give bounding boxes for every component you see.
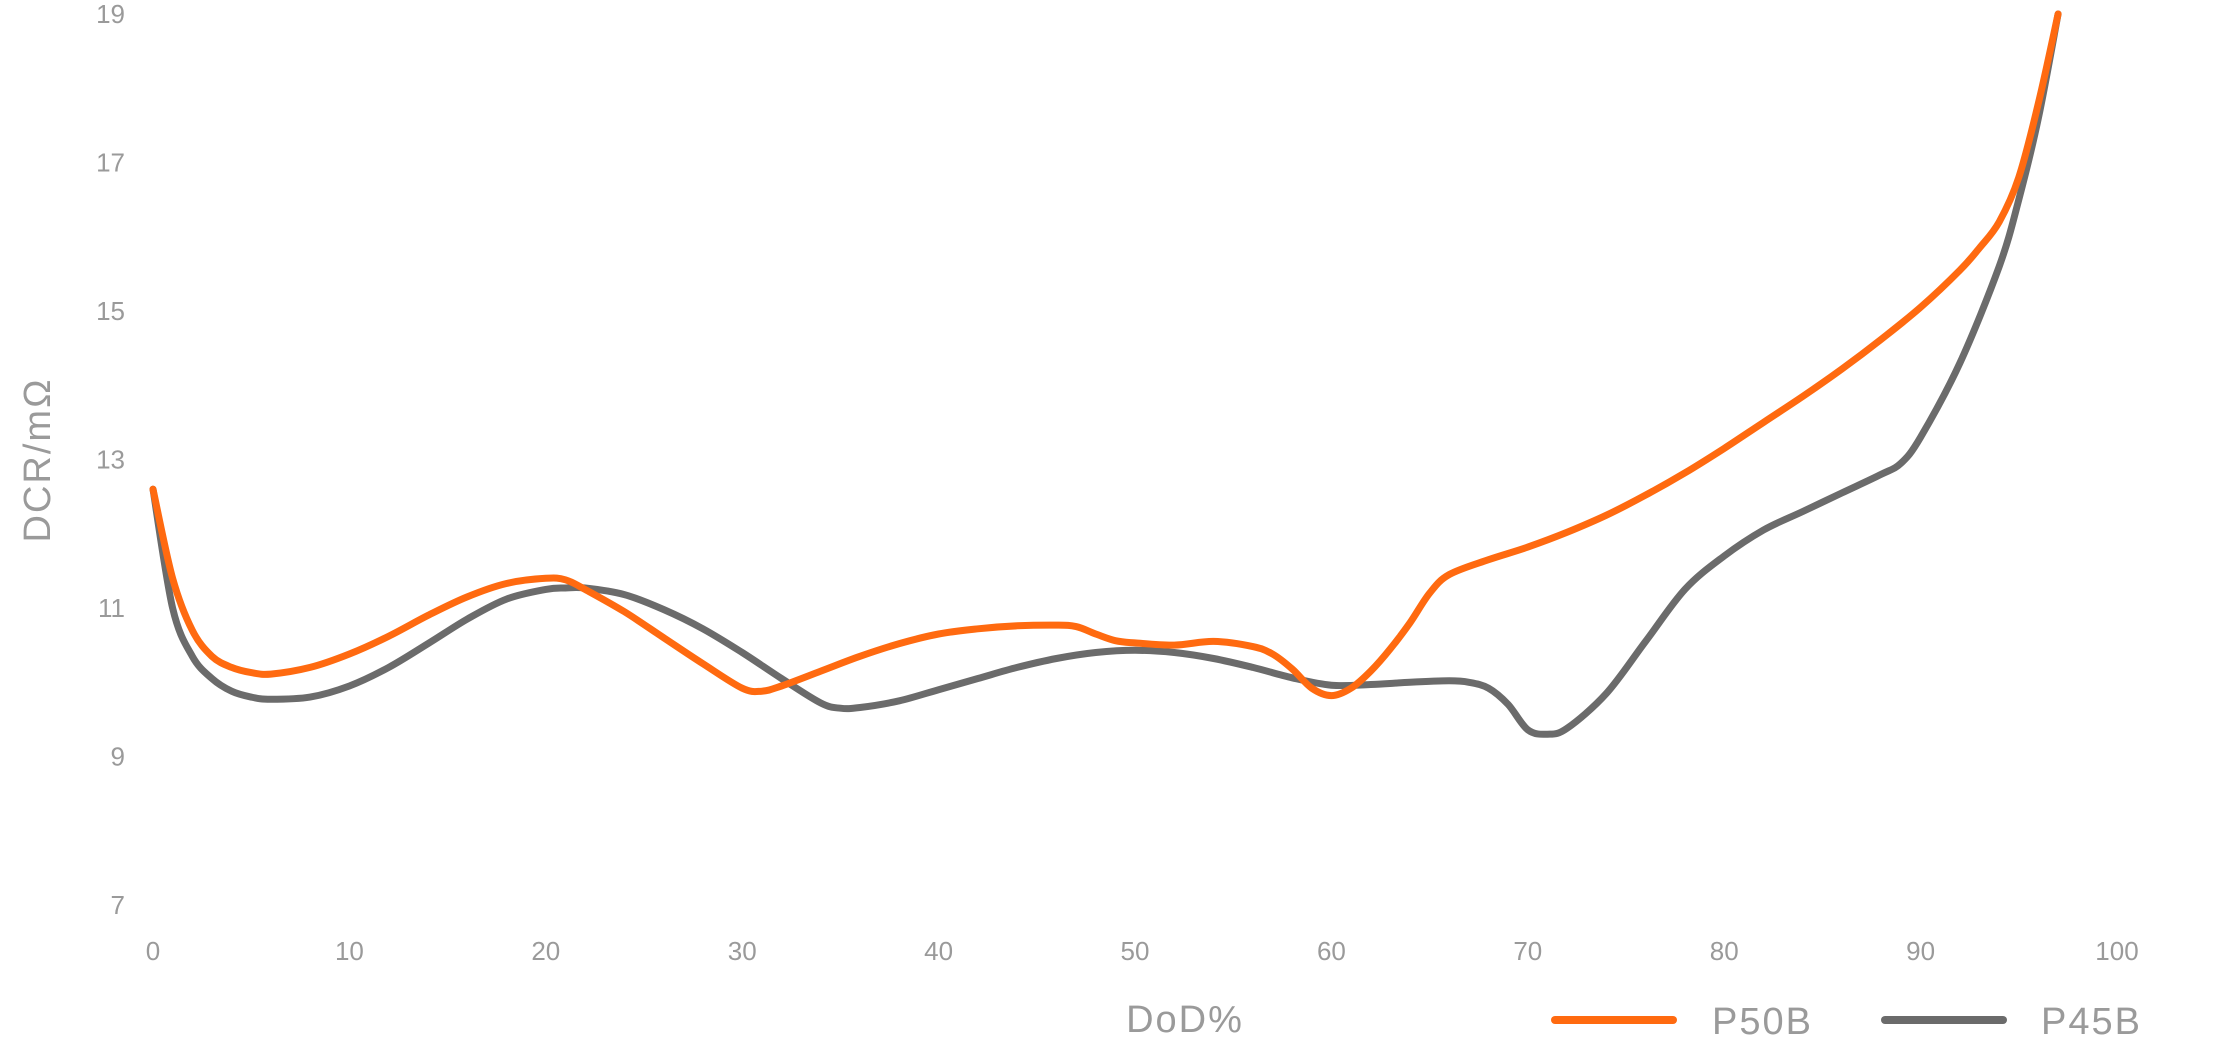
x-tick-label: 90 <box>1906 936 1935 966</box>
series-lines <box>149 10 2062 738</box>
legend-label-p50b: P50B <box>1712 1001 1813 1040</box>
y-tick-label: 15 <box>96 296 125 326</box>
x-tick-label: 70 <box>1513 936 1542 966</box>
x-tick-label: 40 <box>924 936 953 966</box>
y-tick-label: 13 <box>96 445 125 475</box>
y-tick-label: 19 <box>96 0 125 29</box>
y-axis-title: DCR/mΩ <box>17 378 59 543</box>
y-tick-label: 11 <box>98 593 125 623</box>
y-tick-label: 7 <box>111 890 125 920</box>
series-line-p50b <box>149 10 2062 700</box>
x-tick-label: 60 <box>1317 936 1346 966</box>
x-tick-label: 80 <box>1710 936 1739 966</box>
y-tick-label: 9 <box>111 742 125 772</box>
y-axis: 7 9 11 13 15 17 19 <box>96 0 125 920</box>
series-line-p45b <box>149 10 2062 738</box>
x-axis: 0 10 20 30 40 50 60 70 80 90 100 <box>146 936 2139 966</box>
x-tick-label: 30 <box>728 936 757 966</box>
legend-label-p45b: P45B <box>2041 1001 2142 1040</box>
legend: P50B P45B <box>1551 1001 2142 1040</box>
x-tick-label: 10 <box>335 936 364 966</box>
y-tick-label: 17 <box>96 148 125 178</box>
x-tick-label: 20 <box>531 936 560 966</box>
x-tick-label: 0 <box>146 936 160 966</box>
x-tick-label: 100 <box>2095 936 2138 966</box>
x-tick-label: 50 <box>1121 936 1150 966</box>
x-axis-title: DoD% <box>1126 999 1244 1040</box>
